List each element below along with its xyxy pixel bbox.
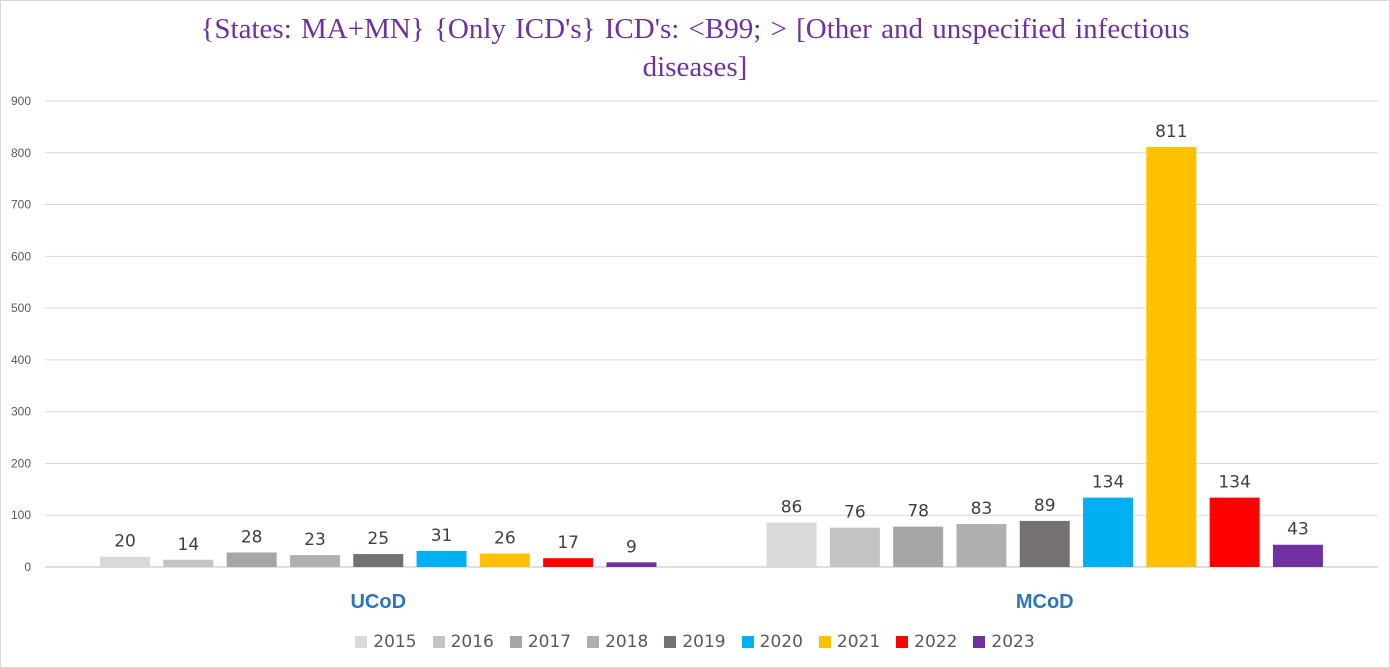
legend-item: 2022 <box>896 632 957 652</box>
data-label: 76 <box>844 503 866 523</box>
bar <box>606 562 657 567</box>
bar <box>1146 147 1197 568</box>
legend-swatch <box>896 636 909 648</box>
legend-label: 2016 <box>450 632 494 652</box>
bar <box>829 527 880 567</box>
legend-item: 2020 <box>741 632 803 652</box>
category-label: MCoD <box>1016 591 1074 613</box>
bar <box>100 556 151 567</box>
legend-item: 2023 <box>973 632 1035 652</box>
data-label: 26 <box>494 529 516 549</box>
legend-item: 2017 <box>509 632 572 652</box>
data-label: 25 <box>367 529 389 549</box>
bar <box>1083 497 1134 567</box>
legend-swatch <box>509 636 522 648</box>
legend-item: 2016 <box>432 632 494 652</box>
legend-swatch <box>587 636 600 648</box>
bar <box>289 555 340 567</box>
data-label: 28 <box>241 528 263 548</box>
bar <box>479 553 530 567</box>
legend-swatch <box>818 636 831 648</box>
bar <box>226 552 277 567</box>
bar <box>1019 520 1070 567</box>
data-label: 83 <box>971 499 993 519</box>
bar <box>543 558 594 567</box>
chart-title: {States: MA+MN} {Only ICD's} ICD's: <B99… <box>0 10 1390 86</box>
legend-label: 2019 <box>682 632 726 652</box>
y-tick-label: 700 <box>11 198 31 212</box>
y-tick-label: 500 <box>11 301 31 315</box>
data-label: 17 <box>557 533 579 553</box>
chart-legend: 2015 2016 2017 2018 2019 2020 2021 2022 2023 <box>0 630 1390 654</box>
bar <box>416 550 467 567</box>
bar <box>766 522 817 567</box>
y-tick-label: 100 <box>11 508 31 522</box>
y-tick-label: 200 <box>11 456 31 470</box>
y-tick-label: 0 <box>24 560 31 574</box>
data-label: 78 <box>907 502 929 522</box>
bar <box>353 554 404 567</box>
legend-swatch <box>741 636 754 648</box>
bar <box>163 559 214 567</box>
bar <box>893 526 944 567</box>
y-tick-label: 400 <box>11 353 31 367</box>
data-label: 14 <box>178 535 200 555</box>
bar <box>956 524 1007 567</box>
category-label: UCoD <box>350 591 406 613</box>
legend-swatch <box>664 636 677 648</box>
y-tick-label: 800 <box>11 146 31 160</box>
legend-label: 2018 <box>605 632 649 652</box>
bar <box>1209 497 1260 567</box>
legend-swatch <box>973 636 986 648</box>
bar <box>1272 544 1323 567</box>
data-label: 20 <box>114 532 136 552</box>
legend-swatch <box>355 636 368 648</box>
data-label: 23 <box>304 530 326 550</box>
legend-label: 2020 <box>759 632 803 652</box>
legend-label: 2017 <box>527 632 572 652</box>
data-label: 9 <box>626 537 637 557</box>
legend-swatch <box>432 636 445 648</box>
legend-item: 2015 <box>355 632 417 652</box>
legend-item: 2019 <box>664 632 726 652</box>
data-label: 43 <box>1287 520 1309 540</box>
legend-item: 2021 <box>818 632 881 652</box>
legend-item: 2018 <box>587 632 648 652</box>
y-tick-label: 900 <box>11 94 31 108</box>
data-label: 89 <box>1034 496 1056 516</box>
legend-label: 2022 <box>914 632 958 652</box>
data-label: 811 <box>1155 122 1187 142</box>
data-label: 134 <box>1218 473 1250 493</box>
data-label: 86 <box>781 497 803 517</box>
legend-label: 2021 <box>836 632 881 652</box>
data-label: 134 <box>1092 473 1124 493</box>
legend-label: 2015 <box>373 632 417 652</box>
chart-title-line-1: {States: MA+MN} {Only ICD's} ICD's: <B99… <box>200 13 1190 45</box>
legend-label: 2023 <box>991 632 1035 652</box>
y-tick-label: 300 <box>11 405 31 419</box>
chart-title-line-2: diseases] <box>642 51 748 83</box>
y-tick-label: 600 <box>11 249 31 263</box>
data-label: 31 <box>431 526 453 546</box>
